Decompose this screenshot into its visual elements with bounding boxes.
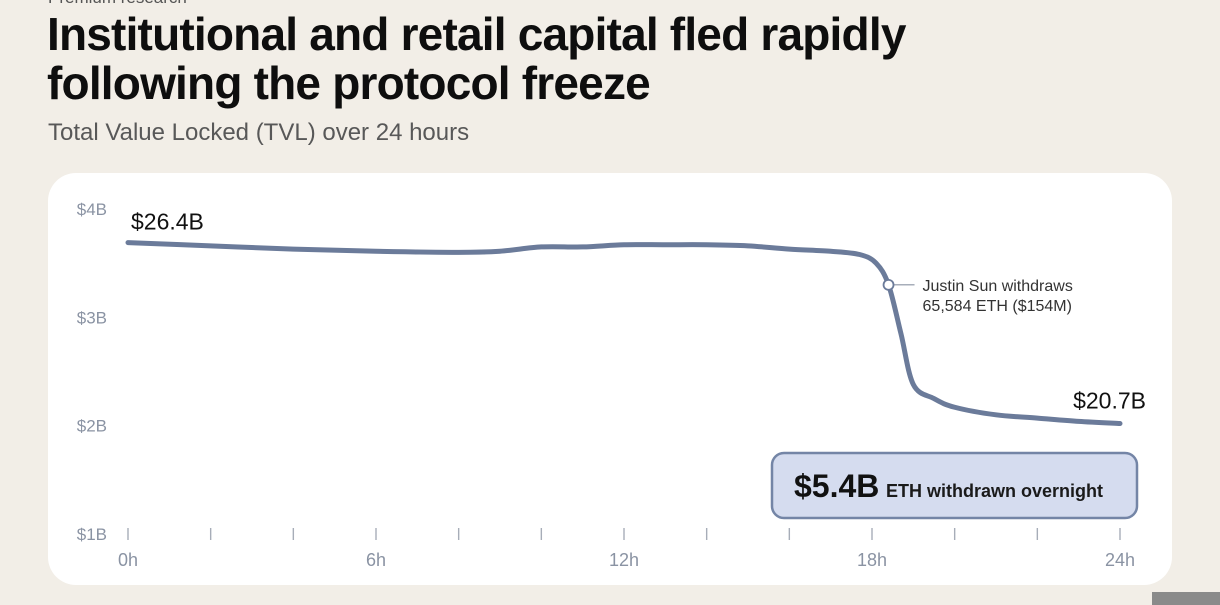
eyebrow-label: Premium research: [48, 0, 187, 8]
chart-card: $4B $3B $2B $1B 0h 6h 12h 18h 24h $26.4B $20.7B Jus…: [48, 173, 1172, 585]
x-tick-label: 0h: [118, 550, 138, 570]
y-tick-label: $3B: [77, 308, 107, 327]
title-line-1: Institutional and retail capital fled ra…: [47, 8, 906, 60]
x-tick-label: 18h: [857, 550, 887, 570]
tvl-line-chart: $4B $3B $2B $1B 0h 6h 12h 18h 24h $26.4B $20.7B Jus…: [77, 200, 1146, 570]
x-tick-label: 6h: [366, 550, 386, 570]
annotation-marker: [882, 278, 895, 291]
title-line-2: following the protocol freeze: [47, 57, 651, 109]
y-tick-label: $4B: [77, 200, 107, 219]
annotation-line-1: Justin Sun withdraws: [923, 278, 1073, 295]
annotation-line-2: 65,584 ETH ($154M): [923, 298, 1072, 315]
page-title: Institutional and retail capital fled ra…: [47, 10, 1047, 108]
y-tick-label: $2B: [77, 417, 107, 436]
callout-value: $5.4B: [794, 468, 879, 504]
chart-subtitle: Total Value Locked (TVL) over 24 hours: [48, 119, 470, 146]
callout-box: [770, 451, 1139, 520]
y-tick-label: $1B: [77, 525, 107, 544]
callout-text: ETH withdrawn overnight: [886, 481, 1103, 501]
start-value-label: $26.4B: [131, 209, 204, 235]
corner-scrollbar-fragment: [1152, 592, 1220, 605]
x-tick-label: 24h: [1105, 550, 1135, 570]
x-tick-label: 12h: [609, 550, 639, 570]
tvl-series-line: [125, 240, 1123, 426]
end-value-label: $20.7B: [1073, 388, 1146, 414]
